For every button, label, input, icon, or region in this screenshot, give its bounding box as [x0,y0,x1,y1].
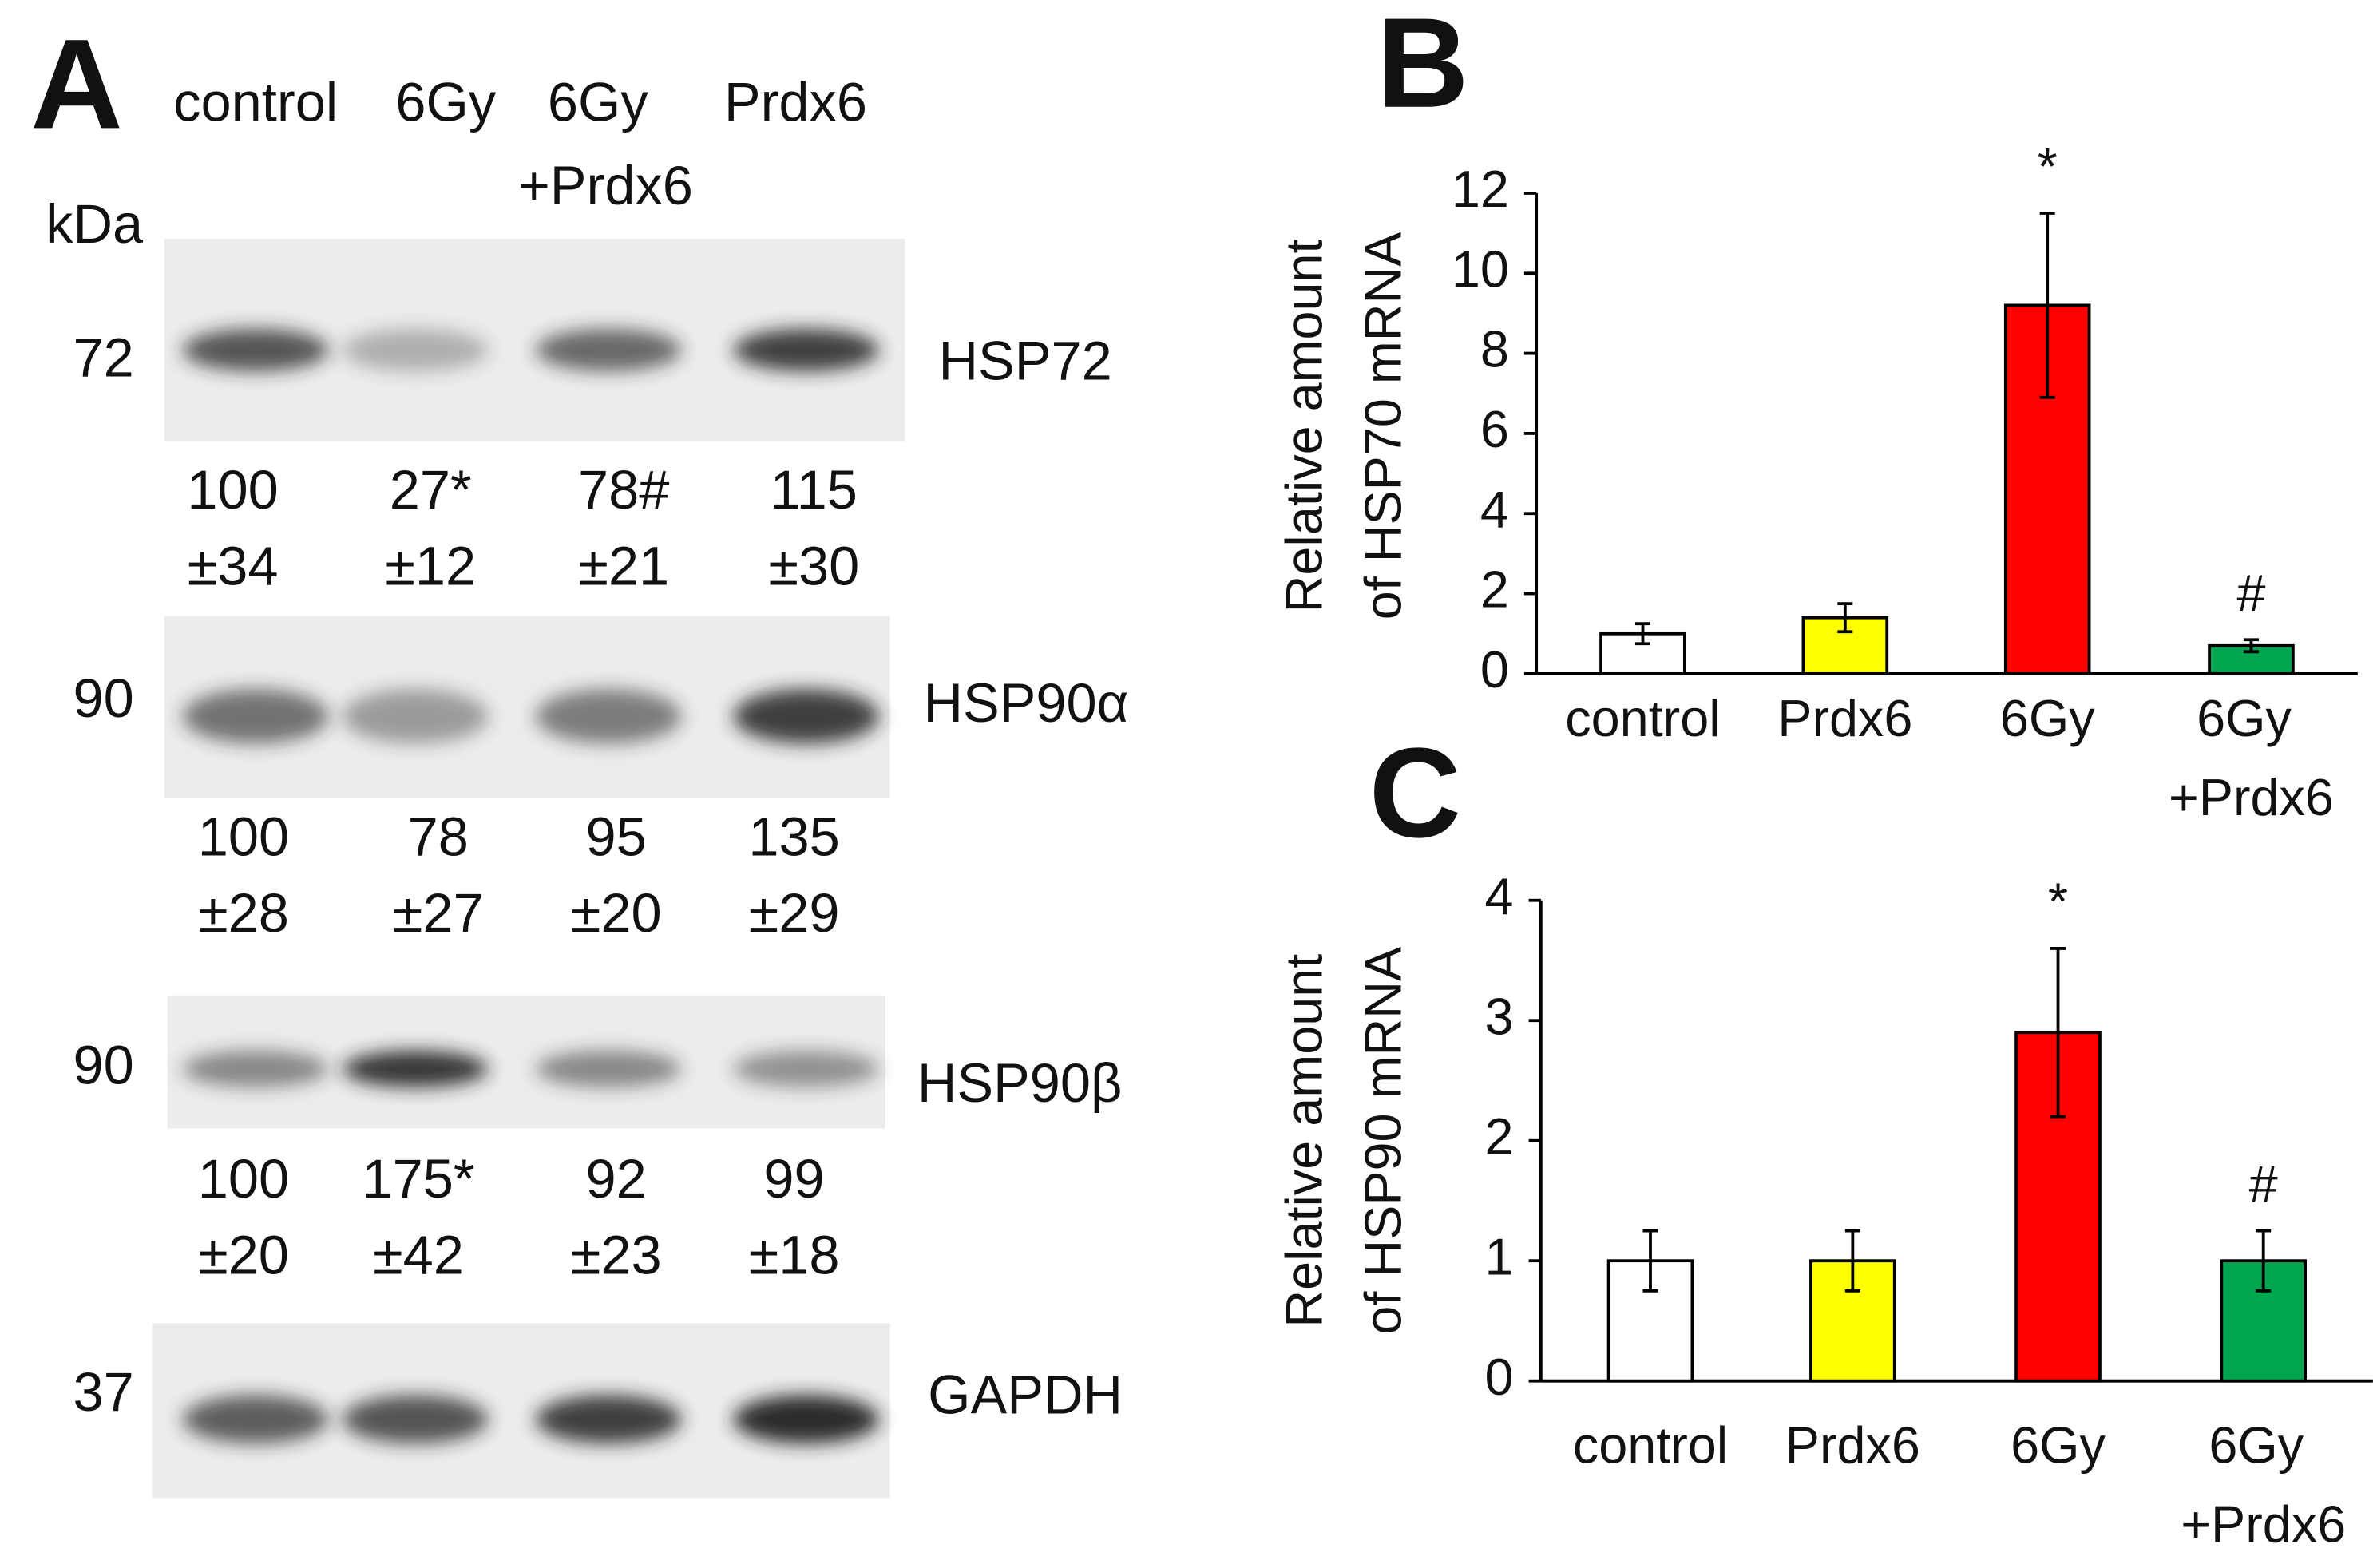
annotation: * [2038,137,2058,196]
y-tick-label: 1 [1485,1227,1514,1285]
quant-value: 78# [578,459,669,521]
quant-value: 27* [390,459,472,521]
quant-sd: ±27 [393,882,484,944]
x-tick-label: Prdx6 [1777,689,1912,747]
band [182,688,329,744]
quant-sd: ±34 [188,535,279,596]
lane-label: 6Gy +Prdx6 [518,71,693,216]
band [535,688,682,744]
band [342,328,489,372]
x-tick-label: 6Gy [2000,689,2095,747]
y-tick-label: 6 [1480,400,1509,458]
x-tick-label: control [1565,689,1720,747]
x-tick-label: Prdx6 [1785,1416,1920,1475]
quant-value: 115 [771,459,858,521]
kda-label: kDa [46,193,144,255]
band [182,328,329,372]
x-tick-label: 6Gy [2011,1416,2106,1475]
quant-sd: ±42 [373,1224,464,1285]
quant-sd: ±12 [385,535,476,596]
marker-label: 90 [73,1034,134,1095]
lane-label: control [173,71,338,133]
quant-sd: ±28 [198,882,289,944]
y-tick-label: 0 [1485,1348,1514,1406]
quant-value: 100 [198,1148,289,1210]
y-tick-label: 4 [1480,480,1509,538]
x-tick-label: control [1573,1416,1728,1475]
x-tick-label: 6Gy +Prdx6 [2169,689,2334,826]
y-tick-label: 2 [1480,560,1509,619]
band [342,1051,489,1087]
quant-sd: ±29 [749,882,840,944]
panel-label: B [1377,0,1469,134]
annotation: # [2249,1154,2278,1213]
y-axis-label: Relative amount [1275,239,1333,612]
quant-value: 78 [408,806,469,868]
y-tick-label: 3 [1485,987,1514,1045]
marker-label: 37 [73,1361,134,1423]
protein-label: HSP72 [938,330,1111,391]
band [733,328,880,372]
y-tick-label: 8 [1480,320,1509,378]
band [342,1395,489,1444]
lane-label: 6Gy [395,71,496,133]
panel-label: A [30,12,123,155]
y-tick-label: 10 [1452,240,1509,298]
quant-sd: ±30 [768,535,859,596]
y-axis-label: Relative amount [1275,954,1333,1328]
band [535,1395,682,1444]
band [733,1051,880,1087]
quant-sd: ±18 [749,1224,840,1285]
band [535,328,682,372]
y-tick-label: 4 [1485,867,1514,925]
band [733,688,880,744]
annotation: * [2048,873,2068,931]
band [182,1395,329,1444]
quant-value: 175* [362,1148,474,1210]
y-axis-label: of HSP70 mRNA [1354,232,1412,620]
y-axis-label: of HSP90 mRNA [1354,946,1412,1335]
marker-label: 90 [73,667,134,729]
protein-label: HSP90β [917,1052,1123,1114]
quant-value: 99 [763,1148,824,1210]
quant-value: 92 [586,1148,647,1210]
y-tick-label: 12 [1452,160,1509,218]
quant-value: 100 [187,459,278,521]
quant-sd: ±23 [571,1224,662,1285]
annotation: # [2236,564,2265,622]
protein-label: HSP90α [923,672,1128,734]
band [342,688,489,744]
band [182,1051,329,1087]
quant-sd: ±20 [571,882,662,944]
lane-label: Prdx6 [724,71,867,133]
marker-label: 72 [73,327,134,388]
quant-value: 95 [586,806,647,868]
y-tick-label: 0 [1480,640,1509,699]
quant-sd: ±20 [198,1224,289,1285]
quant-value: 135 [748,806,839,868]
x-tick-label: 6Gy +Prdx6 [2181,1416,2346,1554]
band [733,1395,880,1444]
quant-sd: ±21 [578,535,669,596]
y-tick-label: 2 [1485,1107,1514,1166]
quant-value: 100 [198,806,289,868]
protein-label: GAPDH [928,1364,1123,1426]
band [535,1051,682,1087]
panel-label: C [1369,721,1462,864]
